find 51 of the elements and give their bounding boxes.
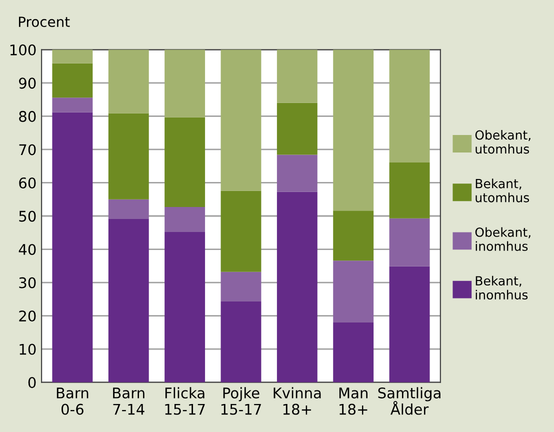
y-tick-label: 10 <box>20 344 36 355</box>
y-tick-label: 20 <box>19 310 36 322</box>
bar <box>52 98 93 112</box>
bar <box>389 50 430 162</box>
bar <box>52 63 93 98</box>
bar <box>52 112 93 382</box>
y-tick-label: 80 <box>19 110 36 122</box>
bar <box>220 190 262 272</box>
bar <box>108 199 149 219</box>
bar <box>389 218 430 266</box>
legend-label: Bekant, inomhus <box>476 276 528 300</box>
x-tick-label: Kvinna 18+ <box>274 387 321 415</box>
bar <box>220 272 262 302</box>
bar <box>276 102 318 155</box>
bar <box>220 50 262 191</box>
bar <box>220 301 262 382</box>
x-tick-label: Flicka 15-17 <box>165 387 205 415</box>
bar <box>276 50 318 103</box>
bar <box>389 266 430 382</box>
y-tick-label: 30 <box>19 277 36 288</box>
x-tick-label: Man 18+ <box>339 388 368 415</box>
y-tick-label: 100 <box>10 44 36 56</box>
bar <box>108 218 149 382</box>
y-axis-title: Procent <box>18 16 70 28</box>
y-tick-label: 60 <box>19 177 36 188</box>
y-tick-label: 70 <box>19 144 36 156</box>
bar <box>164 50 206 118</box>
x-tick-label: Barn 0-6 <box>56 388 88 415</box>
x-tick-label: Pojke 15-17 <box>221 387 261 415</box>
bar <box>333 210 374 261</box>
y-tick-label: 40 <box>18 244 36 256</box>
bar <box>164 117 206 208</box>
y-tick-label: 90 <box>19 78 36 89</box>
bar <box>52 50 93 64</box>
x-tick-label: Samtliga Ålder <box>378 387 440 415</box>
bar <box>276 192 318 382</box>
bar <box>389 162 430 218</box>
bar <box>108 113 149 200</box>
legend-label: Bekant, utomhus <box>476 178 530 202</box>
x-tick-label: Barn 7-14 <box>113 388 144 415</box>
bar <box>164 207 206 232</box>
bar <box>164 232 206 382</box>
legend-label: Obekant, inomhus <box>475 227 530 251</box>
bar <box>108 50 149 114</box>
bar <box>333 322 374 382</box>
bar <box>276 154 318 192</box>
y-tick-label: 50 <box>19 210 36 222</box>
bar <box>333 50 374 211</box>
bar <box>333 260 374 322</box>
y-tick-label: 0 <box>28 377 36 388</box>
legend-label: Obekant, utomhus <box>475 130 530 154</box>
